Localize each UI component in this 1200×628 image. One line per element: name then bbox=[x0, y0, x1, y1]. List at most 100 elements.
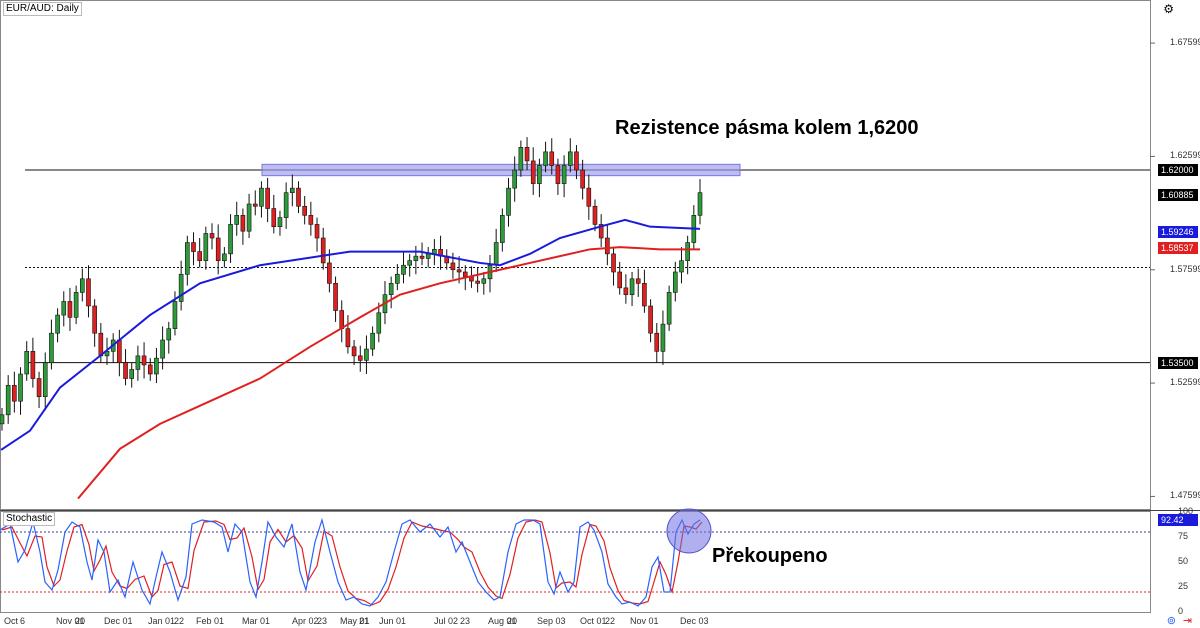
x-tick-label: 6 bbox=[20, 616, 26, 626]
candle-body bbox=[160, 339, 165, 359]
candle-body bbox=[537, 165, 542, 184]
candle-body bbox=[49, 332, 54, 363]
price-label: 1.59246 bbox=[1158, 226, 1198, 239]
candle-body bbox=[215, 237, 221, 261]
candle bbox=[438, 235, 443, 270]
candle-body bbox=[388, 283, 394, 295]
candle bbox=[191, 232, 196, 266]
candle-body bbox=[697, 192, 703, 216]
candle bbox=[605, 224, 610, 266]
candle-body bbox=[512, 169, 517, 189]
candle bbox=[691, 205, 697, 250]
candle bbox=[345, 315, 351, 354]
candle-body bbox=[518, 147, 524, 171]
settings-icon[interactable]: ⚙ bbox=[1163, 2, 1174, 16]
candle-body bbox=[5, 385, 11, 416]
candle bbox=[524, 137, 530, 170]
candle-body bbox=[666, 292, 672, 325]
candle bbox=[123, 349, 128, 386]
candle bbox=[623, 274, 629, 304]
candle bbox=[666, 285, 672, 331]
candle-body bbox=[500, 215, 505, 243]
candle bbox=[308, 201, 314, 236]
goto-realtime-icon[interactable]: ⇥ bbox=[1182, 615, 1192, 627]
sma-red-line bbox=[77, 246, 700, 500]
candle-body bbox=[283, 192, 289, 218]
candle bbox=[209, 223, 215, 250]
candle-body bbox=[648, 305, 653, 334]
candle-body bbox=[197, 251, 202, 261]
candle-body bbox=[462, 271, 468, 277]
candle-body bbox=[456, 269, 462, 273]
candle bbox=[364, 335, 369, 374]
candle-body bbox=[271, 208, 277, 227]
candle bbox=[67, 287, 73, 331]
candle bbox=[259, 181, 264, 218]
candle-body bbox=[672, 271, 678, 293]
candle bbox=[685, 235, 690, 275]
candle bbox=[271, 194, 277, 234]
price-label: 1.58537 bbox=[1158, 242, 1198, 255]
x-tick-label: 23 bbox=[460, 616, 471, 626]
candle-body bbox=[12, 385, 17, 402]
x-tick-label: Aug 01 bbox=[488, 616, 517, 626]
candle-body bbox=[549, 151, 555, 166]
candle bbox=[506, 177, 511, 227]
candle bbox=[110, 333, 116, 363]
sync-icon[interactable]: ⊚ bbox=[1166, 615, 1176, 627]
candle bbox=[117, 329, 122, 377]
resistance-zone bbox=[261, 163, 741, 177]
candle bbox=[549, 138, 555, 175]
candle-body bbox=[55, 314, 60, 334]
x-tick-label: May 01 bbox=[340, 616, 370, 626]
x-tick-label: 23 bbox=[317, 616, 328, 626]
candle bbox=[215, 224, 221, 275]
candle-body bbox=[154, 357, 159, 375]
x-tick-label: Apr 02 bbox=[292, 616, 319, 626]
candle bbox=[166, 321, 172, 354]
candle-body bbox=[524, 147, 530, 162]
candle bbox=[481, 272, 487, 295]
candle bbox=[376, 302, 382, 343]
x-tick-label: Jan 01 bbox=[148, 616, 176, 626]
candle-body bbox=[567, 151, 573, 166]
candle-body bbox=[203, 233, 209, 261]
candle bbox=[679, 247, 684, 284]
candle bbox=[314, 217, 320, 252]
candle bbox=[629, 272, 635, 306]
candle-body bbox=[308, 215, 314, 225]
candle-body bbox=[333, 283, 338, 311]
candle bbox=[351, 340, 357, 365]
candle-body bbox=[635, 278, 641, 284]
candle bbox=[178, 260, 184, 311]
price-tick-label: 1.47599 bbox=[1170, 490, 1200, 501]
candle bbox=[92, 299, 97, 347]
candle-body bbox=[364, 348, 369, 361]
candle-body bbox=[0, 414, 5, 425]
candle-body bbox=[129, 369, 135, 379]
candle bbox=[147, 358, 153, 381]
candle-body bbox=[135, 355, 141, 370]
candle bbox=[407, 253, 412, 277]
candle-body bbox=[117, 339, 122, 363]
candle bbox=[24, 341, 30, 381]
candle-body bbox=[481, 278, 487, 284]
candle bbox=[240, 208, 246, 245]
candle-body bbox=[401, 264, 406, 275]
candle-body bbox=[357, 355, 363, 361]
x-tick-label: 21 bbox=[359, 616, 370, 626]
overbought-highlight bbox=[666, 508, 712, 554]
candle-body bbox=[42, 362, 48, 397]
candle-body bbox=[407, 260, 412, 266]
candle bbox=[222, 247, 227, 268]
stochastic-d-line bbox=[1, 519, 703, 606]
candle bbox=[86, 265, 91, 318]
x-tick-label: Nov 01 bbox=[630, 616, 659, 626]
candle-body bbox=[506, 187, 511, 216]
candle bbox=[12, 371, 17, 413]
price-tick-label: 1.57599 bbox=[1170, 263, 1200, 274]
stochastic-tick-label: 25 bbox=[1178, 581, 1189, 591]
candle bbox=[234, 201, 240, 236]
candle-body bbox=[543, 151, 548, 166]
